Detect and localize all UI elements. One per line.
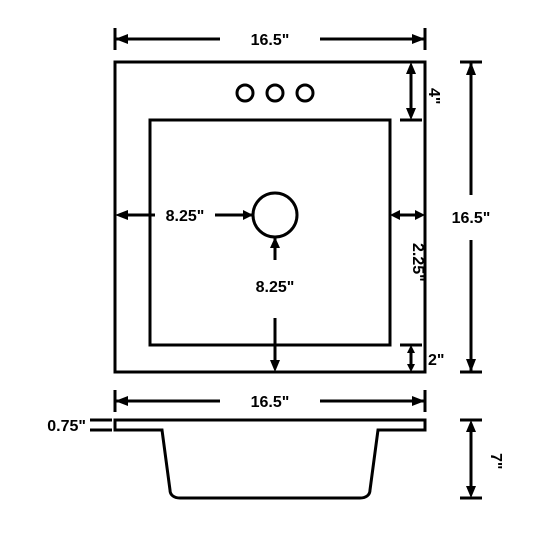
dim-side-depth-label: 7"	[487, 453, 504, 469]
dim-rim-thickness-label: 0.75"	[47, 418, 86, 435]
dim-inner-right-label: 2.25"	[409, 243, 426, 282]
dim-center-bottom-label: 8.25"	[256, 279, 295, 296]
dim-faucet-top-label: 4"	[425, 88, 442, 104]
drain-hole	[253, 193, 297, 237]
dim-bottom-gap: 2"	[400, 345, 444, 372]
faucet-hole-center	[267, 85, 283, 101]
dim-side-width-label: 16.5"	[251, 394, 290, 411]
sink-outer-edge	[115, 62, 425, 372]
dim-side-width: 16.5"	[115, 390, 425, 412]
dim-center-left: 8.25"	[115, 204, 253, 226]
dim-center-left-label: 8.25"	[166, 208, 205, 225]
side-profile	[115, 420, 425, 498]
faucet-hole-right	[297, 85, 313, 101]
dim-center-bottom: 8.25"	[256, 237, 295, 372]
dim-top-width: 16.5"	[115, 28, 425, 50]
dim-top-width-label: 16.5"	[251, 32, 290, 49]
dim-faucet-top: 4"	[400, 62, 442, 120]
dim-inner-right: 2.25"	[390, 194, 426, 282]
dim-right-height-label: 16.5"	[452, 210, 491, 227]
faucet-hole-left	[237, 85, 253, 101]
dim-bottom-gap-label: 2"	[428, 352, 444, 369]
dim-right-height: 16.5"	[452, 62, 491, 372]
dim-rim-thickness: 0.75"	[47, 418, 112, 435]
dim-side-depth: 7"	[460, 420, 504, 498]
sink-bowl-edge	[150, 120, 390, 345]
sink-technical-drawing: 16.5" 16.5" 4" 8.25"	[0, 0, 550, 550]
